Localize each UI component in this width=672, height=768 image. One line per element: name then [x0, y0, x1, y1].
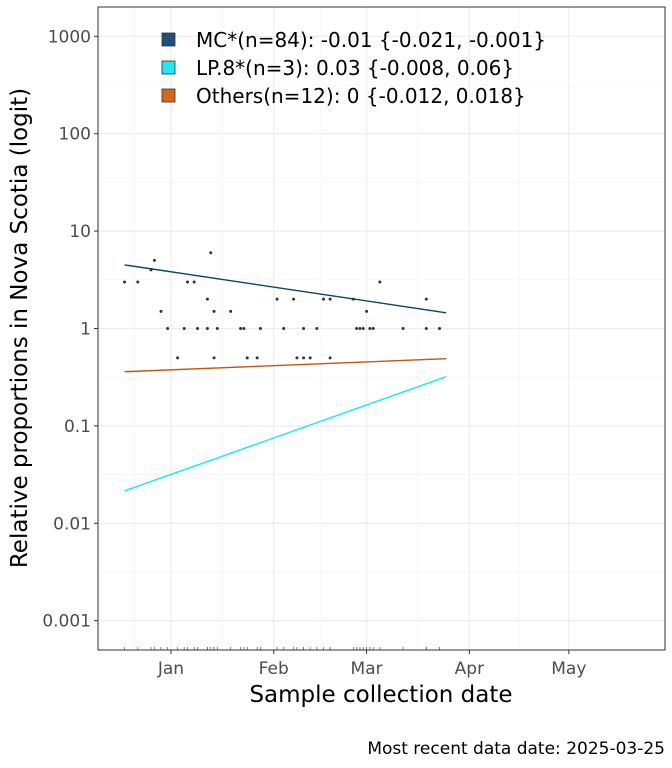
x-tick-label: Mar: [351, 659, 383, 679]
data-point: [166, 327, 170, 330]
x-tick-label: Apr: [455, 659, 484, 679]
legend-label-mc: MC*(n=84): -0.01 {-0.021, -0.001}: [196, 28, 546, 52]
data-point: [159, 309, 163, 313]
data-point: [378, 280, 382, 284]
x-axis-title: Sample collection date: [249, 682, 512, 708]
y-tick-label: 10: [69, 222, 91, 242]
data-point: [302, 327, 306, 330]
data-point: [315, 327, 319, 330]
data-point: [308, 356, 312, 360]
y-tick-label: 1: [80, 320, 91, 340]
legend-key-lp8: [161, 60, 176, 75]
data-point: [212, 309, 216, 313]
y-tick-label: 1000: [48, 27, 91, 47]
legend-label-lp8: LP.8*(n=3): 0.03 {-0.008, 0.06}: [196, 56, 514, 80]
data-points: [123, 251, 442, 360]
data-point: [368, 327, 372, 330]
data-point: [215, 327, 219, 330]
data-point: [152, 258, 156, 262]
x-tick-label: Feb: [259, 659, 289, 679]
legend-key-others: [161, 88, 176, 103]
data-point: [355, 327, 359, 330]
data-point: [123, 280, 127, 284]
data-point: [136, 280, 140, 284]
data-point: [255, 356, 259, 360]
data-point: [212, 356, 216, 360]
data-point: [321, 297, 325, 301]
data-point: [438, 327, 442, 330]
data-point: [328, 297, 332, 301]
data-point: [149, 268, 153, 272]
data-point: [424, 327, 428, 330]
data-point: [361, 327, 365, 330]
legend-key-mc: [161, 32, 176, 47]
data-point: [424, 297, 428, 301]
data-point: [186, 280, 190, 284]
data-point: [351, 297, 355, 301]
legend-label-others: Others(n=12): 0 {-0.012, 0.018}: [196, 84, 526, 108]
grid: [98, 7, 665, 650]
data-point: [328, 356, 332, 360]
x-tick-label: May: [551, 659, 586, 679]
y-axis-title: Relative proportions in Nova Scotia (log…: [7, 88, 33, 568]
data-point: [182, 327, 186, 330]
data-point: [258, 327, 262, 330]
data-point: [292, 297, 296, 301]
y-tick-label: 0.01: [53, 514, 91, 534]
x-axis-ticks: Jan Feb Mar Apr May: [157, 650, 586, 679]
y-tick-label: 0.1: [64, 417, 91, 437]
y-axis-ticks: 0.001 0.01 0.1 1 10 100 1000: [42, 27, 98, 632]
fit-line-series-2: [124, 357, 447, 373]
data-point: [275, 297, 279, 301]
data-point: [302, 356, 306, 360]
fit-line-series-1: [124, 376, 447, 492]
fit-line-series-0: [124, 264, 447, 314]
y-tick-label: 100: [59, 125, 91, 145]
data-point: [239, 327, 243, 330]
data-point: [401, 327, 405, 330]
data-point: [229, 309, 233, 313]
data-point: [358, 327, 362, 330]
data-point: [176, 356, 180, 360]
data-point: [242, 327, 246, 330]
data-point: [205, 327, 209, 330]
y-tick-label: 0.001: [42, 612, 91, 632]
data-point: [365, 309, 369, 313]
data-point: [192, 280, 196, 284]
data-point: [245, 356, 249, 360]
data-point: [195, 327, 199, 330]
data-point: [282, 327, 286, 330]
data-point: [209, 251, 213, 255]
fit-lines: [124, 264, 447, 492]
caption: Most recent data date: 2025-03-25: [367, 739, 665, 759]
data-point: [371, 327, 375, 330]
data-point: [295, 356, 299, 360]
data-point: [205, 297, 209, 301]
legend: MC*(n=84): -0.01 {-0.021, -0.001} LP.8*(…: [161, 28, 546, 108]
x-tick-label: Jan: [157, 659, 184, 679]
